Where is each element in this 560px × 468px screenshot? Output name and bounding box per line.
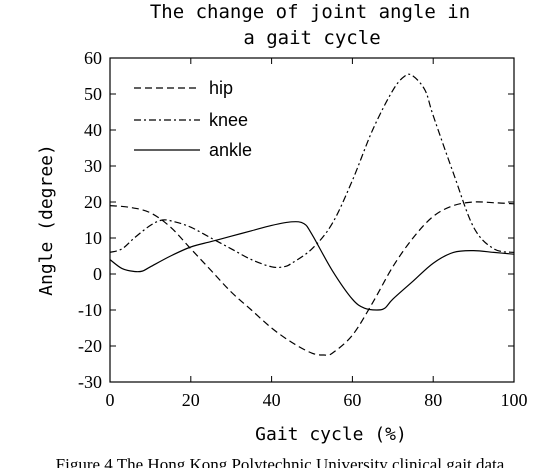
y-tick-label: 40 <box>84 120 102 140</box>
legend: hip knee ankle <box>134 78 252 160</box>
y-tick-label: 50 <box>84 84 102 104</box>
y-tick-label: 10 <box>84 228 102 248</box>
y-tick-label: 30 <box>84 156 102 176</box>
x-tick-label: 20 <box>182 390 200 410</box>
series-line-ankle <box>109 221 515 311</box>
chart-title-line-1: The change of joint angle in <box>150 1 470 23</box>
figure-caption: Figure 4 The Hong Kong Polytechnic Unive… <box>56 455 505 468</box>
x-tick-label: 40 <box>263 390 281 410</box>
y-tick-label: 60 <box>84 48 102 68</box>
y-tick-label: -30 <box>78 372 102 392</box>
y-tick-label: 0 <box>93 264 102 284</box>
y-tick-label: -10 <box>78 300 102 320</box>
x-tick-label: 60 <box>343 390 361 410</box>
x-tick-label: 80 <box>424 390 442 410</box>
series-line-knee <box>109 73 515 269</box>
plot-area-frame <box>109 57 515 383</box>
x-tick-label: 0 <box>106 390 115 410</box>
legend-label-ankle: ankle <box>209 140 252 160</box>
legend-label-knee: knee <box>209 110 248 130</box>
y-tick-label: 20 <box>84 192 102 212</box>
series-lines <box>109 73 515 356</box>
y-axis-ticks: 60 50 40 30 20 10 0 -10 -20 -30 <box>78 48 514 392</box>
x-axis-label: Gait cycle (%) <box>255 424 407 445</box>
x-axis-ticks: 0 20 40 60 80 100 <box>106 58 528 410</box>
y-tick-label: -20 <box>78 336 102 356</box>
chart-title-line-2: a gait cycle <box>243 27 380 49</box>
legend-label-hip: hip <box>209 78 233 98</box>
x-tick-label: 100 <box>501 390 528 410</box>
y-axis-label: Angle (degree) <box>36 144 57 296</box>
series-line-hip <box>109 201 515 356</box>
